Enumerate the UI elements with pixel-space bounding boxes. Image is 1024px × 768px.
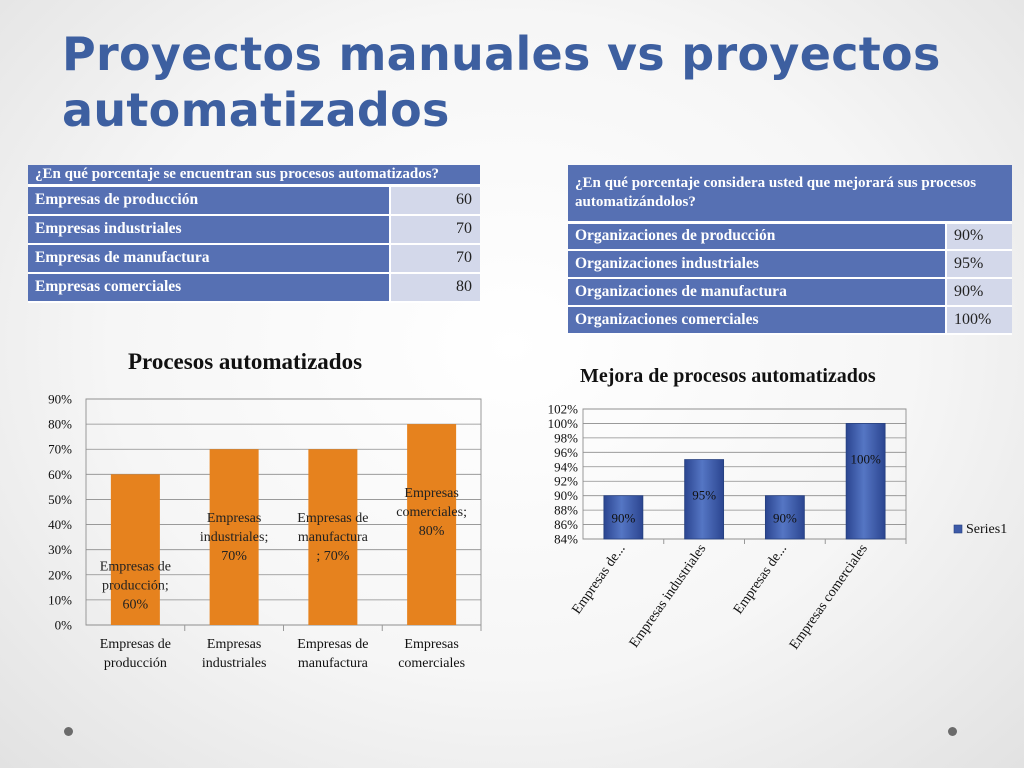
table-row: Organizaciones comerciales 100%	[568, 306, 1012, 335]
data-label: Empresas	[404, 486, 458, 501]
row-label: Organizaciones de producción	[568, 222, 947, 251]
data-label: ; 70%	[316, 549, 349, 564]
row-value: 60	[390, 185, 480, 216]
row-label: Empresas de producción	[28, 185, 391, 216]
row-value: 95%	[946, 250, 1012, 279]
automation-percentage-table: ¿En qué porcentaje se encuentran sus pro…	[28, 165, 480, 303]
data-label: 95%	[692, 488, 716, 503]
x-tick-label: manufactura	[298, 656, 369, 671]
x-tick-label: Empresas comerciales	[787, 542, 871, 653]
plot-area	[85, 398, 482, 626]
y-tick-label: 94%	[554, 459, 578, 474]
x-tick-label: industriales	[202, 656, 267, 671]
table-header: ¿En qué porcentaje se encuentran sus pro…	[28, 165, 480, 187]
slide-title: Proyectos manuales vs proyectos automati…	[62, 27, 941, 137]
table-row: Empresas de producción 60	[28, 185, 480, 216]
y-tick-label: 50%	[48, 492, 72, 507]
data-label: 80%	[419, 524, 445, 539]
x-tick-label: Empresas de...	[570, 542, 629, 617]
y-tick-label: 102%	[548, 402, 579, 417]
x-tick-label: Empresas	[404, 637, 458, 652]
nav-dot-right	[948, 727, 957, 736]
y-tick-label: 60%	[48, 467, 72, 482]
table-row: Organizaciones industriales 95%	[568, 250, 1012, 279]
bar	[110, 474, 160, 625]
table-row: Empresas de manufactura 70	[28, 243, 480, 274]
table-row: Organizaciones de manufactura 90%	[568, 278, 1012, 307]
table-row: Organizaciones de producción 90%	[568, 222, 1012, 251]
row-value: 90%	[946, 222, 1012, 251]
legend-label: Series1	[966, 522, 1007, 537]
y-tick-label: 88%	[554, 503, 578, 518]
data-label: Empresas	[207, 511, 261, 526]
table-row: Empresas industriales 70	[28, 214, 480, 245]
data-label: producción;	[102, 578, 169, 593]
y-tick-label: 40%	[48, 517, 72, 532]
data-label: 90%	[611, 511, 635, 526]
data-label: 60%	[123, 597, 149, 612]
improvement-percentage-table: ¿En qué porcentaje considera usted que m…	[568, 165, 1012, 335]
row-label: Empresas comerciales	[28, 272, 391, 303]
row-value: 70	[390, 214, 480, 245]
y-tick-label: 92%	[554, 474, 578, 489]
y-tick-label: 98%	[554, 430, 578, 445]
legend-swatch	[953, 524, 963, 534]
bar	[845, 423, 886, 540]
bar	[603, 495, 644, 540]
table-row: Empresas comerciales 80	[28, 272, 480, 303]
x-tick-label: producción	[104, 656, 167, 671]
data-label: 90%	[773, 511, 797, 526]
x-tick-label: Empresas de	[100, 637, 171, 652]
data-label: industriales;	[200, 530, 268, 545]
row-value: 70	[390, 243, 480, 274]
data-label: 70%	[221, 549, 247, 564]
data-label: Empresas de	[100, 559, 171, 574]
bar	[308, 449, 358, 625]
y-tick-label: 90%	[48, 392, 72, 407]
y-tick-label: 30%	[48, 542, 72, 557]
bar	[407, 424, 457, 625]
y-tick-label: 100%	[548, 416, 579, 431]
row-label: Organizaciones industriales	[568, 250, 947, 279]
chart-title-automated-processes: Procesos automatizados	[128, 349, 363, 374]
y-tick-label: 90%	[554, 488, 578, 503]
row-value: 100%	[946, 306, 1012, 335]
x-tick-label: comerciales	[398, 656, 465, 671]
chart-title-process-improvement: Mejora de procesos automatizados	[580, 365, 876, 387]
data-label: Empresas de	[297, 511, 368, 526]
y-tick-label: 10%	[48, 592, 72, 607]
row-value: 90%	[946, 278, 1012, 307]
y-tick-label: 20%	[48, 567, 72, 582]
plot-area	[582, 408, 907, 540]
bar	[764, 495, 805, 540]
row-label: Organizaciones comerciales	[568, 306, 947, 335]
bar	[209, 449, 259, 625]
row-label: Empresas industriales	[28, 214, 391, 245]
row-label: Organizaciones de manufactura	[568, 278, 947, 307]
y-tick-label: 84%	[554, 532, 578, 547]
y-tick-label: 70%	[48, 442, 72, 457]
y-tick-label: 96%	[554, 445, 578, 460]
row-label: Empresas de manufactura	[28, 243, 391, 274]
x-tick-label: Empresas industriales	[627, 542, 710, 651]
x-tick-label: Empresas de...	[731, 542, 790, 617]
x-tick-label: Empresas	[207, 637, 261, 652]
data-label: comerciales;	[396, 505, 467, 520]
y-tick-label: 86%	[554, 517, 578, 532]
table-header: ¿En qué porcentaje considera usted que m…	[568, 165, 1012, 224]
nav-dot-left	[64, 727, 73, 736]
y-tick-label: 80%	[48, 417, 72, 432]
bar	[684, 459, 725, 540]
y-tick-label: 0%	[55, 618, 73, 633]
data-label: manufactura	[298, 530, 369, 545]
x-tick-label: Empresas de	[297, 637, 368, 652]
row-value: 80	[390, 272, 480, 303]
data-label: 100%	[850, 451, 881, 466]
